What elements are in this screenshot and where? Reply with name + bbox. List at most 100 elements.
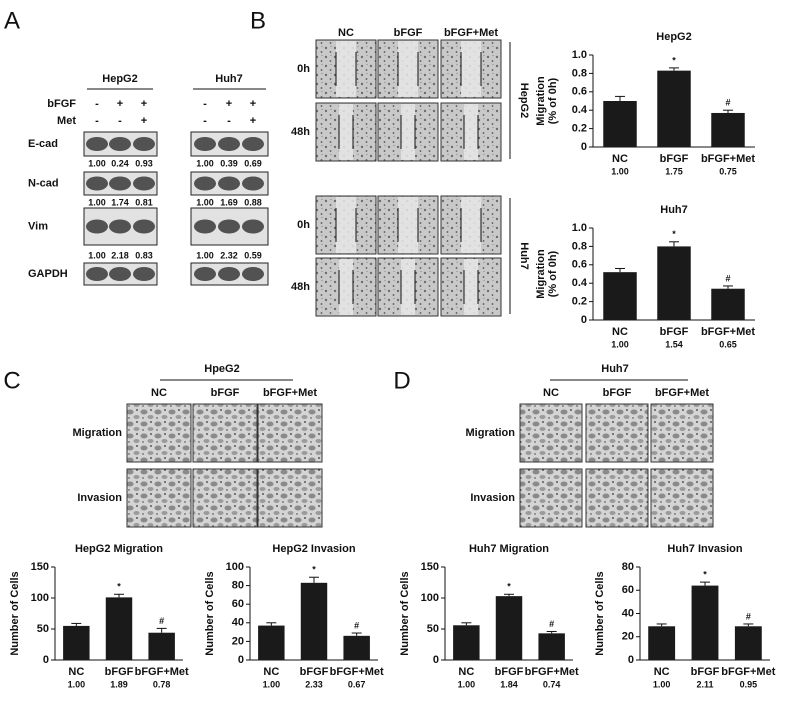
y-tick-label: 0 bbox=[238, 654, 244, 666]
x-tick-label: NC bbox=[263, 666, 279, 678]
bar bbox=[148, 632, 175, 660]
blot-band bbox=[109, 176, 131, 191]
row-label: Invasion bbox=[77, 492, 122, 504]
side-label: HepG2 bbox=[518, 83, 530, 118]
blot-band bbox=[242, 176, 264, 191]
y-tick-label: 150 bbox=[421, 561, 439, 573]
micrograph bbox=[257, 468, 323, 528]
bar bbox=[495, 596, 523, 660]
blot-band bbox=[133, 219, 155, 234]
blot-band bbox=[242, 137, 264, 151]
band-quantification: 0.39 bbox=[220, 158, 238, 168]
significance-mark: # bbox=[159, 616, 164, 626]
time-label: 48h bbox=[291, 126, 310, 138]
y-tick-label: 50 bbox=[37, 623, 49, 635]
significance-mark: * bbox=[117, 582, 121, 592]
bar bbox=[691, 585, 719, 660]
x-tick-label: NC bbox=[68, 666, 84, 678]
bar bbox=[657, 70, 691, 147]
fold-change-label: 1.00 bbox=[263, 679, 281, 689]
bar bbox=[734, 626, 762, 660]
bar bbox=[105, 597, 133, 660]
blot-band bbox=[194, 267, 216, 281]
fold-change-label: 1.00 bbox=[653, 679, 671, 689]
y-tick-label: 1.0 bbox=[572, 49, 587, 61]
y-tick-label: 40 bbox=[622, 607, 634, 619]
y-tick-label: 80 bbox=[232, 580, 244, 592]
column-header: NC bbox=[543, 387, 559, 399]
band-quantification: 0.69 bbox=[244, 158, 262, 168]
fold-change-label: 0.78 bbox=[153, 679, 171, 689]
y-tick-label: 60 bbox=[622, 584, 634, 596]
y-tick-label: 0.8 bbox=[572, 67, 587, 79]
significance-mark: # bbox=[549, 619, 554, 629]
bar bbox=[711, 288, 745, 320]
blot-band bbox=[218, 137, 240, 151]
significance-mark: * bbox=[672, 229, 676, 239]
fold-change-label: 1.00 bbox=[611, 339, 629, 349]
y-tick-label: 100 bbox=[31, 592, 49, 604]
wound-gap bbox=[336, 41, 356, 97]
y-tick-label: 80 bbox=[622, 561, 634, 573]
x-tick-label: bFGF bbox=[300, 666, 329, 678]
chart-title: HepG2 bbox=[656, 31, 691, 43]
band-quantification: 1.00 bbox=[88, 197, 106, 207]
significance-mark: * bbox=[312, 565, 316, 575]
blot-band bbox=[109, 219, 131, 234]
column-header: bFGF bbox=[603, 387, 632, 399]
column-header: bFGF+Met bbox=[444, 27, 498, 39]
chart-title: HepG2 Migration bbox=[75, 543, 163, 555]
fold-change-label: 1.00 bbox=[68, 679, 86, 689]
wound-gap bbox=[461, 197, 481, 253]
row-label: Migration bbox=[73, 427, 123, 439]
treatment-sign: + bbox=[250, 115, 256, 127]
x-tick-label: bFGF+Met bbox=[701, 326, 755, 338]
y-tick-label: 0 bbox=[433, 654, 439, 666]
fold-change-label: 0.65 bbox=[719, 339, 737, 349]
blot-band bbox=[109, 267, 131, 281]
treatment-sign: + bbox=[117, 98, 123, 110]
micrograph bbox=[585, 403, 649, 463]
fold-change-label: 0.95 bbox=[740, 679, 758, 689]
x-tick-label: bFGF+Met bbox=[525, 666, 579, 678]
treatment-label: Met bbox=[57, 115, 76, 127]
band-quantification: 2.18 bbox=[111, 250, 129, 260]
wound-gap bbox=[464, 259, 478, 315]
wound-gap bbox=[398, 197, 418, 253]
fold-change-label: 0.74 bbox=[543, 679, 561, 689]
significance-mark: * bbox=[507, 582, 511, 592]
blot-band bbox=[194, 137, 216, 151]
band-quantification: 1.74 bbox=[111, 197, 129, 207]
micrograph bbox=[126, 468, 192, 528]
treatment-sign: - bbox=[95, 115, 99, 127]
treatment-sign: + bbox=[226, 98, 232, 110]
fold-change-label: 1.84 bbox=[500, 679, 518, 689]
chart-title: HepG2 Invasion bbox=[272, 543, 355, 555]
y-axis-label: Number of Cells bbox=[594, 571, 606, 655]
panel-letter: C bbox=[3, 367, 20, 394]
blot-band bbox=[109, 137, 131, 151]
bar bbox=[453, 625, 480, 660]
treatment-sign: + bbox=[250, 98, 256, 110]
band-quantification: 2.32 bbox=[220, 250, 238, 260]
blot-band bbox=[242, 267, 264, 281]
group-title: Huh7 bbox=[601, 363, 629, 375]
treatment-sign: - bbox=[227, 115, 231, 127]
y-axis-label: Migration bbox=[535, 76, 547, 126]
significance-mark: # bbox=[725, 98, 730, 108]
y-tick-label: 1.0 bbox=[572, 222, 587, 234]
fold-change-label: 1.00 bbox=[458, 679, 476, 689]
fold-change-label: 2.33 bbox=[305, 679, 323, 689]
y-tick-label: 40 bbox=[232, 617, 244, 629]
fold-change-label: 1.75 bbox=[665, 166, 683, 176]
x-tick-label: bFGF bbox=[105, 666, 134, 678]
cell-line-header: HepG2 bbox=[102, 73, 137, 85]
fold-change-label: 0.75 bbox=[719, 166, 737, 176]
blot-band bbox=[86, 176, 108, 191]
x-tick-label: NC bbox=[612, 326, 628, 338]
column-header: NC bbox=[151, 387, 167, 399]
y-axis-label: Number of Cells bbox=[399, 571, 411, 655]
y-axis-label: Number of Cells bbox=[9, 571, 21, 655]
wound-gap bbox=[461, 41, 481, 97]
